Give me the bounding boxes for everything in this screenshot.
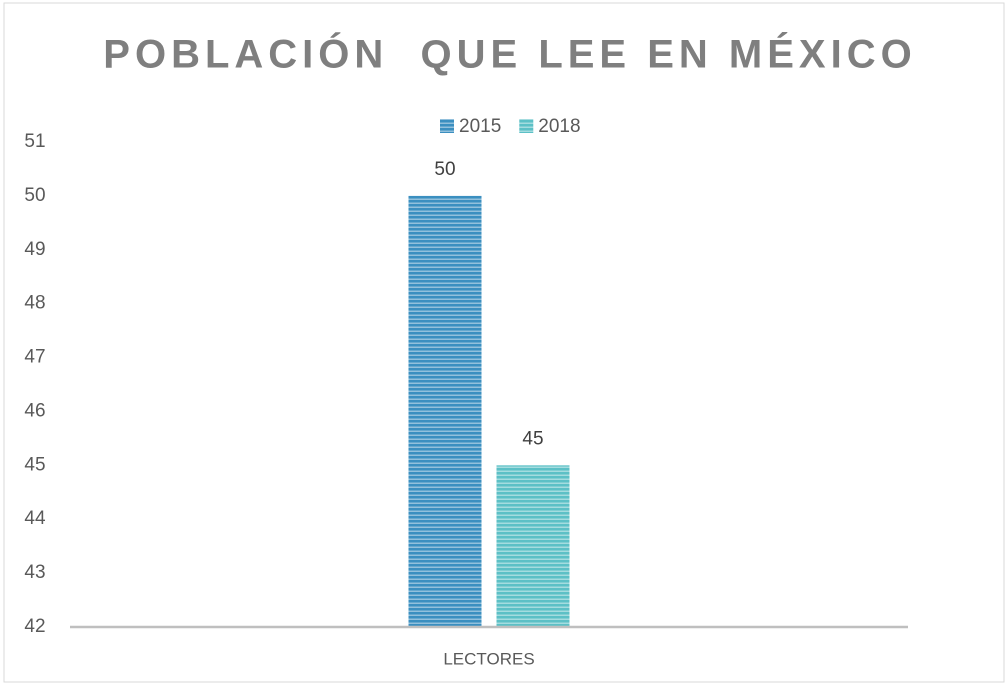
- legend-swatch: [440, 119, 454, 133]
- y-tick-label: 50: [24, 185, 45, 206]
- data-label: 45: [522, 428, 543, 449]
- legend-swatch: [519, 119, 534, 133]
- legend-label: 2015: [459, 116, 501, 137]
- x-tick-label: LECTORES: [443, 649, 534, 668]
- y-tick-label: 43: [24, 562, 45, 583]
- y-tick-label: 44: [24, 508, 46, 529]
- y-tick-label: 51: [24, 131, 45, 152]
- y-tick-label: 45: [24, 454, 45, 475]
- y-tick-label: 46: [24, 400, 45, 421]
- y-tick-label: 48: [24, 293, 45, 314]
- bar: [408, 195, 482, 627]
- y-tick-label: 42: [24, 616, 45, 637]
- y-tick-label: 47: [24, 347, 45, 368]
- legend-label: 2018: [538, 116, 580, 137]
- chart-title: POBLACIÓN QUE LEE EN MÉXICO: [103, 31, 916, 77]
- bar: [496, 465, 570, 627]
- y-tick-label: 49: [24, 239, 45, 260]
- data-label: 50: [434, 159, 455, 180]
